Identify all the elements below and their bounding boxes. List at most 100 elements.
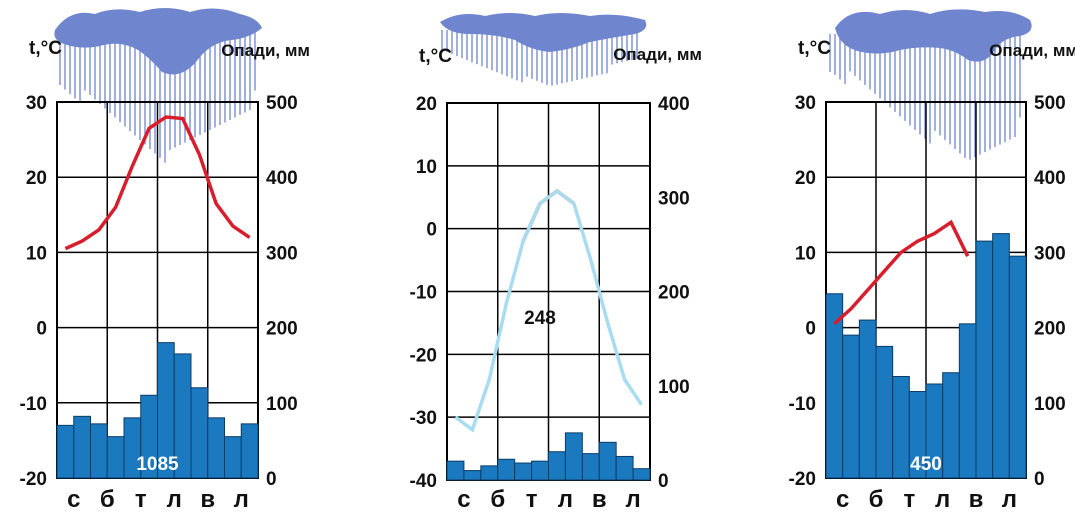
month-label: в <box>200 486 215 512</box>
left-tick-label: -20 <box>20 469 47 490</box>
month-label: л <box>167 486 182 512</box>
left-tick-label: 10 <box>795 243 816 264</box>
precip-bar <box>514 462 533 481</box>
right-tick-label: 400 <box>658 94 690 115</box>
right-tick-label: 0 <box>658 471 669 492</box>
precip-bar <box>497 458 516 481</box>
right-tick-label: 0 <box>266 469 277 490</box>
precip-bar <box>446 460 465 481</box>
snow-cloud-shape <box>54 8 263 75</box>
month-label: б <box>100 486 115 512</box>
precip-bar <box>975 240 994 479</box>
month-label: л <box>558 486 573 512</box>
left-tick-label: 10 <box>416 157 437 178</box>
month-label: в <box>969 486 984 512</box>
month-label: с <box>67 486 80 512</box>
left-tick-label: -20 <box>789 469 816 490</box>
right-tick-label: 100 <box>658 377 690 398</box>
annual-precip-label: 450 <box>910 454 942 475</box>
right-tick-labels: 400 300 200 100 0 <box>658 94 690 492</box>
left-tick-label: 0 <box>36 319 47 340</box>
right-tick-label: 200 <box>658 283 690 304</box>
precip-bar <box>825 293 844 479</box>
right-tick-label: 500 <box>266 93 298 114</box>
left-tick-label: 20 <box>795 168 816 189</box>
precip-bar <box>548 451 566 481</box>
precip-bar <box>892 375 910 479</box>
snow-cloud-shape <box>440 13 647 52</box>
right-tick-label: 200 <box>1034 319 1066 340</box>
month-label: с <box>836 486 849 512</box>
precip-bar <box>1008 255 1027 479</box>
left-axis-label: t,°C <box>798 38 831 59</box>
precip-bar <box>875 345 894 479</box>
left-tick-label: -20 <box>410 345 437 366</box>
left-tick-label: 30 <box>26 93 47 114</box>
precip-bar <box>842 334 860 479</box>
precip-bars <box>446 432 651 481</box>
left-tick-label: 0 <box>805 319 816 340</box>
month-label: л <box>234 486 249 512</box>
left-tick-label: -30 <box>410 408 437 429</box>
chart-grid <box>446 102 651 481</box>
left-axis-label: t,°C <box>29 38 62 59</box>
right-axis-label: Опади, мм <box>613 45 702 64</box>
snow-hatch <box>59 30 256 163</box>
right-axis-label: Опади, мм <box>221 41 310 60</box>
left-tick-label: -10 <box>20 394 47 415</box>
right-tick-label: 400 <box>1034 168 1066 189</box>
annual-precip-label: 1085 <box>136 454 179 475</box>
left-tick-label: -10 <box>789 394 816 415</box>
precip-bar <box>598 441 617 481</box>
month-label: в <box>592 486 607 512</box>
left-tick-labels: 30 20 10 0 -10 -20 <box>20 93 47 490</box>
precip-bar <box>564 432 583 481</box>
month-label: т <box>135 486 147 512</box>
snow-cloud <box>54 8 263 163</box>
precip-bar <box>463 470 482 481</box>
right-tick-labels: 500 400 300 200 100 0 <box>1034 93 1066 490</box>
right-tick-label: 100 <box>1034 394 1066 415</box>
right-tick-label: 300 <box>658 188 690 209</box>
snow-cloud <box>440 13 647 86</box>
month-label: л <box>935 486 950 512</box>
precip-bar <box>615 455 634 481</box>
precip-bar <box>581 453 600 481</box>
month-label: т <box>526 486 538 512</box>
precip-bar <box>632 468 651 481</box>
month-label: с <box>457 486 470 512</box>
left-tick-label: -40 <box>410 471 437 492</box>
month-label: л <box>1002 486 1017 512</box>
temperature-line <box>64 115 251 251</box>
precip-bar <box>224 436 242 479</box>
month-label: б <box>869 486 884 512</box>
precip-bar <box>106 436 125 479</box>
month-label: л <box>625 486 640 512</box>
left-tick-label: 0 <box>426 220 437 241</box>
left-axis-label: t,°C <box>419 46 452 67</box>
precip-bar <box>531 460 549 481</box>
precip-bar <box>992 233 1010 479</box>
left-tick-label: 20 <box>416 94 437 115</box>
right-tick-label: 500 <box>1034 93 1066 114</box>
left-tick-label: -10 <box>410 283 437 304</box>
temperature-line-cold <box>454 188 643 433</box>
right-tick-labels: 500 400 300 200 100 0 <box>266 93 298 490</box>
right-tick-label: 300 <box>266 243 298 264</box>
snow-hatch <box>829 34 1021 160</box>
precip-bar <box>858 319 877 479</box>
precip-bars <box>825 233 1027 479</box>
snow-hatch <box>441 30 638 86</box>
precip-bar <box>240 423 259 479</box>
precip-bar <box>56 424 75 479</box>
precip-bar <box>480 465 499 481</box>
precip-bars <box>56 342 259 479</box>
right-tick-label: 0 <box>1034 469 1045 490</box>
precip-bar <box>207 417 225 479</box>
month-label: б <box>490 486 505 512</box>
